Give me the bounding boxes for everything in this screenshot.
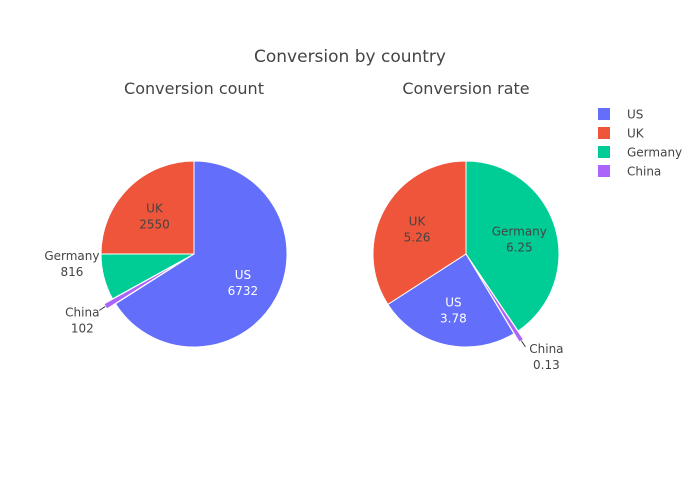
slice-value-us: 3.78 — [440, 311, 467, 325]
slice-value-germany: 6.25 — [506, 241, 533, 255]
pie-slice-us[interactable] — [114, 160, 288, 348]
slice-label-china: China — [65, 305, 99, 319]
slice-label-china: China — [529, 342, 563, 356]
pie-conversion-count: US 6732 UK 2550 China 102 Germany 816 — [44, 160, 288, 348]
legend-swatch-germany — [598, 146, 610, 158]
pie-slice-china[interactable] — [103, 258, 186, 310]
leader-line-china — [520, 340, 526, 348]
slice-label-uk: UK — [409, 214, 427, 228]
slice-value-us: 6732 — [228, 284, 259, 298]
pie-slice-uk[interactable] — [372, 160, 467, 306]
pie-conversion-rate: Germany 6.25 US 3.78 UK 5.26 China 0.13 — [372, 160, 564, 372]
legend-label-germany: Germany — [627, 146, 682, 160]
pie-slice-germany[interactable] — [465, 160, 560, 332]
legend-item-uk[interactable]: UK — [598, 127, 645, 141]
legend[interactable]: US UK Germany China — [598, 108, 682, 179]
slice-label-us: US — [445, 295, 461, 309]
pie-slice-uk[interactable] — [100, 160, 195, 255]
slice-label-germany: Germany — [44, 249, 99, 263]
legend-label-uk: UK — [627, 127, 645, 141]
slice-value-china: 102 — [71, 321, 94, 335]
slice-value-china: 0.13 — [533, 358, 560, 372]
leader-line-china — [99, 305, 106, 311]
slice-value-uk: 2550 — [139, 218, 170, 232]
legend-item-us[interactable]: US — [598, 108, 643, 122]
chart-title: Conversion by country — [254, 47, 446, 67]
legend-item-china[interactable]: China — [598, 165, 661, 179]
pie-title-rate: Conversion rate — [402, 79, 529, 98]
legend-swatch-uk — [598, 127, 610, 139]
legend-swatch-us — [598, 108, 610, 120]
pie-slice-us[interactable] — [387, 253, 515, 348]
slice-label-germany: Germany — [492, 225, 547, 239]
pie-title-count: Conversion count — [124, 79, 264, 98]
legend-label-china: China — [627, 165, 661, 179]
slice-value-germany: 816 — [60, 265, 83, 279]
legend-swatch-china — [598, 165, 610, 177]
slice-value-uk: 5.26 — [404, 230, 431, 244]
legend-label-us: US — [627, 108, 643, 122]
legend-item-germany[interactable]: Germany — [598, 146, 682, 160]
slice-label-uk: UK — [146, 202, 164, 216]
slice-label-us: US — [235, 268, 251, 282]
